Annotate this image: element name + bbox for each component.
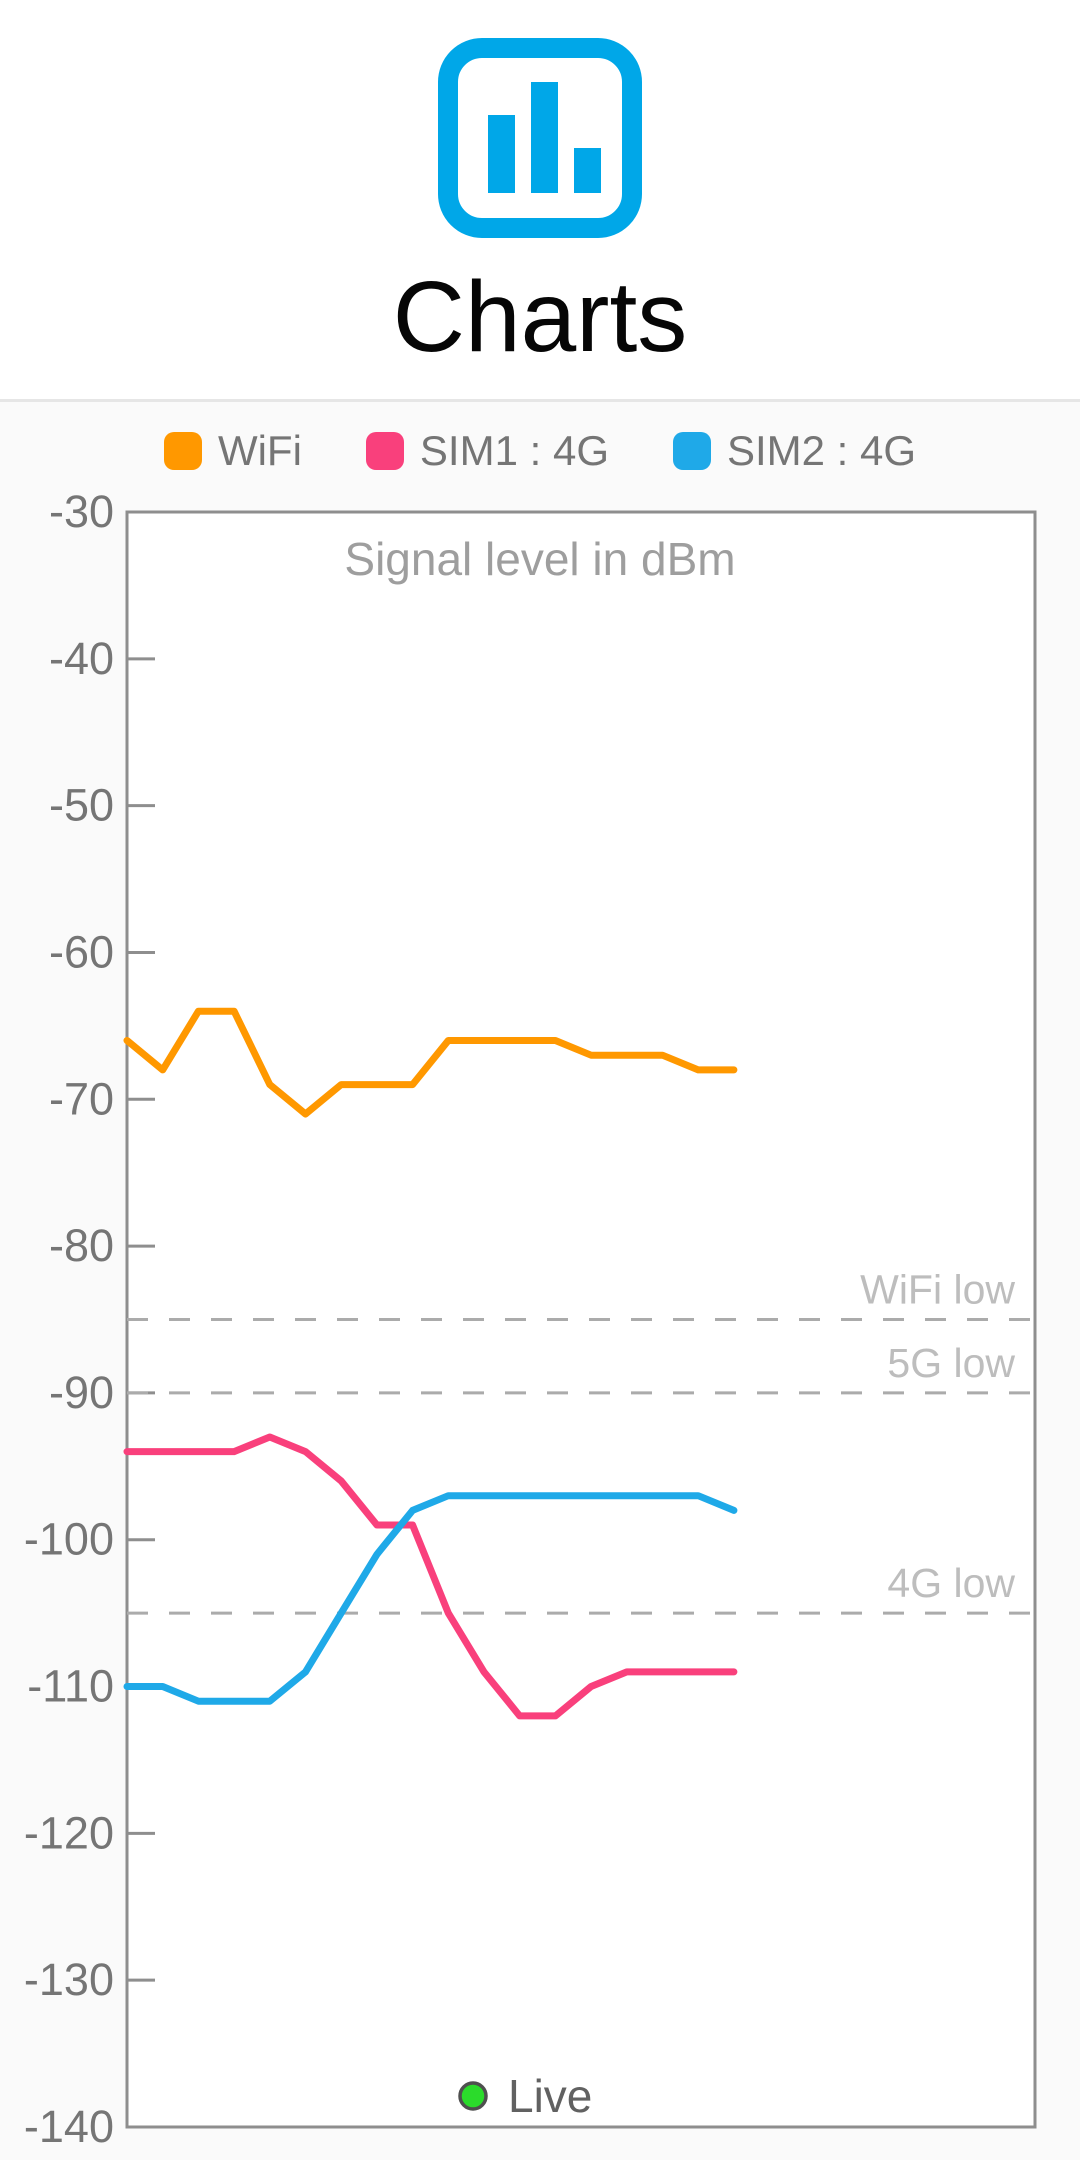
bar-chart-icon bbox=[438, 38, 642, 238]
threshold-label-4g-low: 4G low bbox=[887, 1560, 1015, 1606]
live-status-dot bbox=[458, 2081, 488, 2111]
legend-item-wifi: WiFi bbox=[163, 427, 302, 474]
y-axis-label: -60 bbox=[49, 926, 114, 977]
legend-item-sim2: SIM2 : 4G bbox=[672, 427, 917, 474]
divider bbox=[0, 399, 1080, 402]
y-axis-label: -30 bbox=[49, 486, 114, 537]
legend-swatch bbox=[672, 432, 711, 470]
y-axis-label: -140 bbox=[24, 2101, 114, 2152]
chart-title: Signal level in dBm bbox=[344, 533, 735, 585]
y-axis-label: -130 bbox=[24, 1954, 114, 2005]
y-axis-label: -120 bbox=[24, 1807, 114, 1858]
legend-item-sim1: SIM1 : 4G bbox=[365, 427, 609, 474]
series-line-sim1 bbox=[123, 1433, 738, 1720]
y-axis-label: -90 bbox=[49, 1367, 114, 1418]
y-axis-label: -110 bbox=[27, 1661, 114, 1712]
chart-legend: WiFi SIM1 : 4G SIM2 : 4G bbox=[0, 423, 1080, 479]
page-title: Charts bbox=[392, 261, 688, 373]
threshold-label-5g-low: 5G low bbox=[887, 1340, 1015, 1386]
y-axis-label: -100 bbox=[24, 1514, 114, 1565]
series-line-sim2 bbox=[123, 1492, 738, 1705]
header: Charts bbox=[0, 0, 1080, 400]
y-axis-label: -80 bbox=[49, 1220, 114, 1271]
legend-label: SIM1 : 4G bbox=[419, 427, 609, 474]
y-axis-label: -70 bbox=[49, 1073, 114, 1124]
live-label: Live bbox=[508, 2070, 592, 2122]
legend-swatch bbox=[163, 432, 202, 470]
threshold-label-wifi-low: WiFi low bbox=[860, 1267, 1015, 1313]
y-axis-label: -50 bbox=[49, 780, 114, 831]
legend-label: SIM2 : 4G bbox=[726, 427, 917, 474]
legend-label: WiFi bbox=[217, 427, 302, 474]
series-line-wifi bbox=[123, 1007, 738, 1118]
legend-swatch bbox=[365, 432, 404, 470]
y-axis-label: -40 bbox=[49, 633, 114, 684]
